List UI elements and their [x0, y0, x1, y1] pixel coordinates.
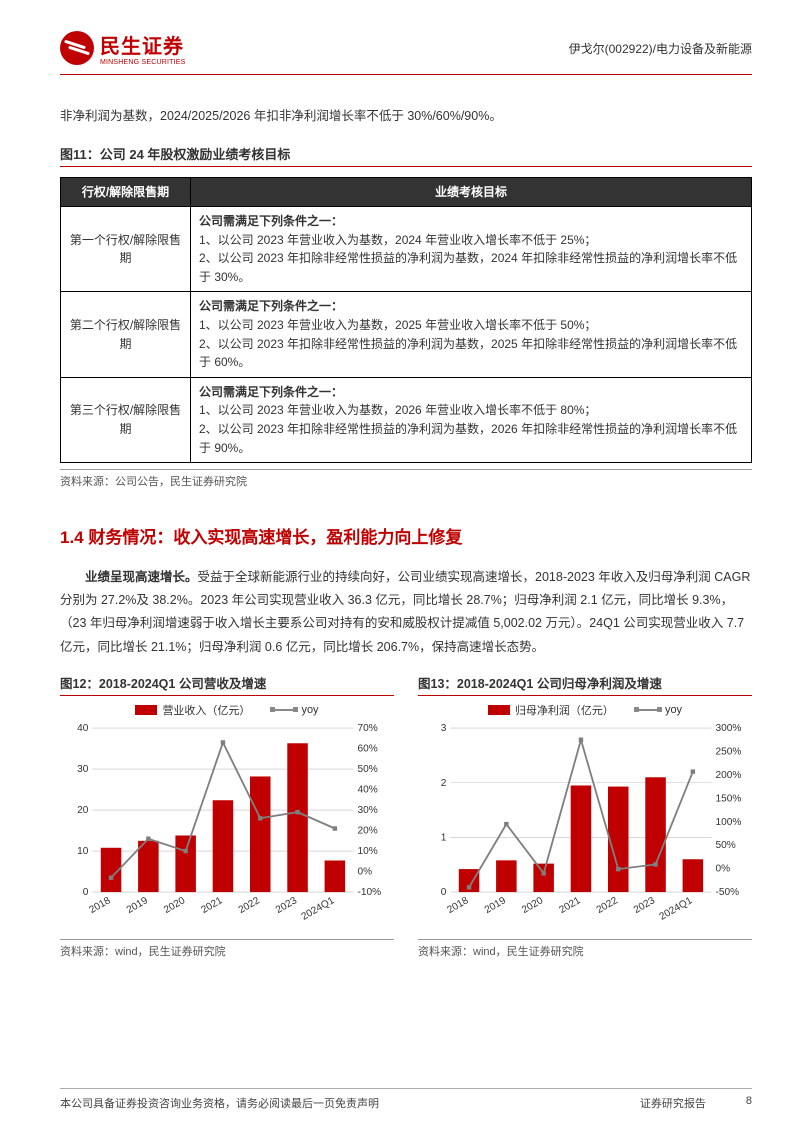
chart13-line-label: yoy — [665, 704, 682, 716]
svg-text:10: 10 — [77, 846, 89, 857]
logo-text-en: MINSHENG SECURITIES — [100, 59, 185, 66]
svg-text:10%: 10% — [358, 846, 378, 857]
legend-bar-icon — [135, 705, 157, 715]
logo-icon — [60, 31, 94, 65]
legend-line-icon — [272, 709, 296, 711]
svg-text:-50%: -50% — [716, 887, 740, 898]
logo-text-cn: 民生证券 — [100, 30, 185, 59]
section-1-4-para: 业绩呈现高速增长。受益于全球新能源行业的持续向好，公司业绩实现高速增长，2018… — [60, 566, 752, 659]
svg-text:2: 2 — [441, 778, 447, 789]
chart12-bar-label: 营业收入（亿元） — [162, 702, 250, 718]
svg-text:0: 0 — [441, 887, 447, 898]
svg-text:2022: 2022 — [595, 895, 620, 916]
svg-text:2019: 2019 — [125, 895, 150, 916]
svg-text:200%: 200% — [716, 770, 742, 781]
chart12-col: 图12：2018-2024Q1 公司营收及增速 营业收入（亿元） yoy 0 10… — [60, 673, 394, 960]
svg-text:2021: 2021 — [199, 895, 224, 916]
section-1-4-title: 1.4 财务情况：收入实现高速增长，盈利能力向上修复 — [60, 523, 752, 548]
svg-text:2019: 2019 — [483, 895, 508, 916]
chart13-bar-label: 归母净利润（亿元） — [515, 702, 614, 718]
svg-text:300%: 300% — [716, 723, 742, 734]
footer-page-num: 8 — [746, 1095, 752, 1111]
th-target: 业绩考核目标 — [191, 177, 752, 207]
table-source: 资料来源：公司公告，民生证券研究院 — [60, 469, 752, 489]
table-row-period: 第一个行权/解除限售期 — [61, 207, 191, 292]
chart13-svg: 0 1 2 3 -50% 0% 50% 100% 150% 200% 250% 300% 2018 201… — [418, 720, 752, 933]
table-row-target: 公司需满足下列条件之一：1、以公司 2023 年营业收入为基数，2025 年营业… — [191, 292, 752, 377]
svg-text:30: 30 — [77, 764, 89, 775]
page-header: 民生证券 MINSHENG SECURITIES 伊戈尔(002922)/电力设… — [60, 30, 752, 75]
svg-text:150%: 150% — [716, 793, 742, 804]
svg-text:70%: 70% — [358, 723, 378, 734]
svg-text:50%: 50% — [716, 840, 736, 851]
svg-text:0%: 0% — [358, 866, 373, 877]
charts-row: 图12：2018-2024Q1 公司营收及增速 营业收入（亿元） yoy 010… — [60, 673, 752, 960]
svg-text:20: 20 — [77, 805, 89, 816]
svg-text:2024Q1: 2024Q1 — [658, 895, 695, 923]
para-lead: 业绩呈现高速增长。 — [85, 570, 198, 584]
svg-text:-10%: -10% — [358, 887, 382, 898]
svg-text:100%: 100% — [716, 817, 742, 828]
footer-right-1: 证券研究报告 — [640, 1095, 706, 1111]
svg-text:1: 1 — [441, 832, 447, 843]
svg-text:3: 3 — [441, 723, 447, 734]
footer-left: 本公司具备证券投资咨询业务资格，请务必阅读最后一页免责声明 — [60, 1095, 379, 1111]
chart13-source: 资料来源：wind，民生证券研究院 — [418, 939, 752, 959]
th-period: 行权/解除限售期 — [61, 177, 191, 207]
svg-text:2022: 2022 — [237, 895, 262, 916]
page-footer: 本公司具备证券投资咨询业务资格，请务必阅读最后一页免责声明 证券研究报告 8 — [60, 1088, 752, 1111]
svg-text:2018: 2018 — [88, 895, 113, 916]
svg-text:2023: 2023 — [274, 895, 299, 916]
svg-text:2020: 2020 — [520, 895, 545, 916]
svg-text:2024Q1: 2024Q1 — [300, 895, 337, 923]
intro-line: 非净利润为基数，2024/2025/2026 年扣非净利润增长率不低于 30%/… — [60, 105, 752, 128]
svg-text:20%: 20% — [358, 825, 378, 836]
svg-text:2023: 2023 — [632, 895, 657, 916]
chart13-legend: 归母净利润（亿元） yoy — [418, 702, 752, 718]
chart12-source: 资料来源：wind，民生证券研究院 — [60, 939, 394, 959]
svg-text:30%: 30% — [358, 805, 378, 816]
table-row-target: 公司需满足下列条件之一：1、以公司 2023 年营业收入为基数，2024 年营业… — [191, 207, 752, 292]
svg-text:40: 40 — [77, 723, 89, 734]
logo-block: 民生证券 MINSHENG SECURITIES — [60, 30, 185, 66]
svg-text:40%: 40% — [358, 784, 378, 795]
legend-line-icon — [636, 709, 660, 711]
svg-text:2018: 2018 — [446, 895, 471, 916]
svg-text:2020: 2020 — [162, 895, 187, 916]
table-row-target: 公司需满足下列条件之一：1、以公司 2023 年营业收入为基数，2026 年营业… — [191, 377, 752, 462]
legend-bar-icon — [488, 705, 510, 715]
svg-text:60%: 60% — [358, 743, 378, 754]
chart13-title: 图13：2018-2024Q1 公司归母净利润及增速 — [418, 673, 752, 696]
table-row-period: 第二个行权/解除限售期 — [61, 292, 191, 377]
chart12-svg: 0 10 20 30 40 -10% 0% 10% 20% 30% 40% 50% 60% 70% 2018… — [60, 720, 394, 933]
chart12-line-label: yoy — [301, 704, 318, 716]
svg-text:50%: 50% — [358, 764, 378, 775]
chart12-title: 图12：2018-2024Q1 公司营收及增速 — [60, 673, 394, 696]
svg-text:0%: 0% — [716, 863, 731, 874]
svg-text:2021: 2021 — [557, 895, 582, 916]
svg-text:0: 0 — [83, 887, 89, 898]
header-right: 伊戈尔(002922)/电力设备及新能源 — [569, 40, 752, 57]
chart13-col: 图13：2018-2024Q1 公司归母净利润及增速 归母净利润（亿元） yoy… — [418, 673, 752, 960]
chart12-legend: 营业收入（亿元） yoy — [60, 702, 394, 718]
svg-text:250%: 250% — [716, 746, 742, 757]
table-row-period: 第三个行权/解除限售期 — [61, 377, 191, 462]
fig11-title: 图11：公司 24 年股权激励业绩考核目标 — [60, 144, 752, 167]
assessment-table: 行权/解除限售期 业绩考核目标 第一个行权/解除限售期公司需满足下列条件之一：1… — [60, 177, 752, 464]
